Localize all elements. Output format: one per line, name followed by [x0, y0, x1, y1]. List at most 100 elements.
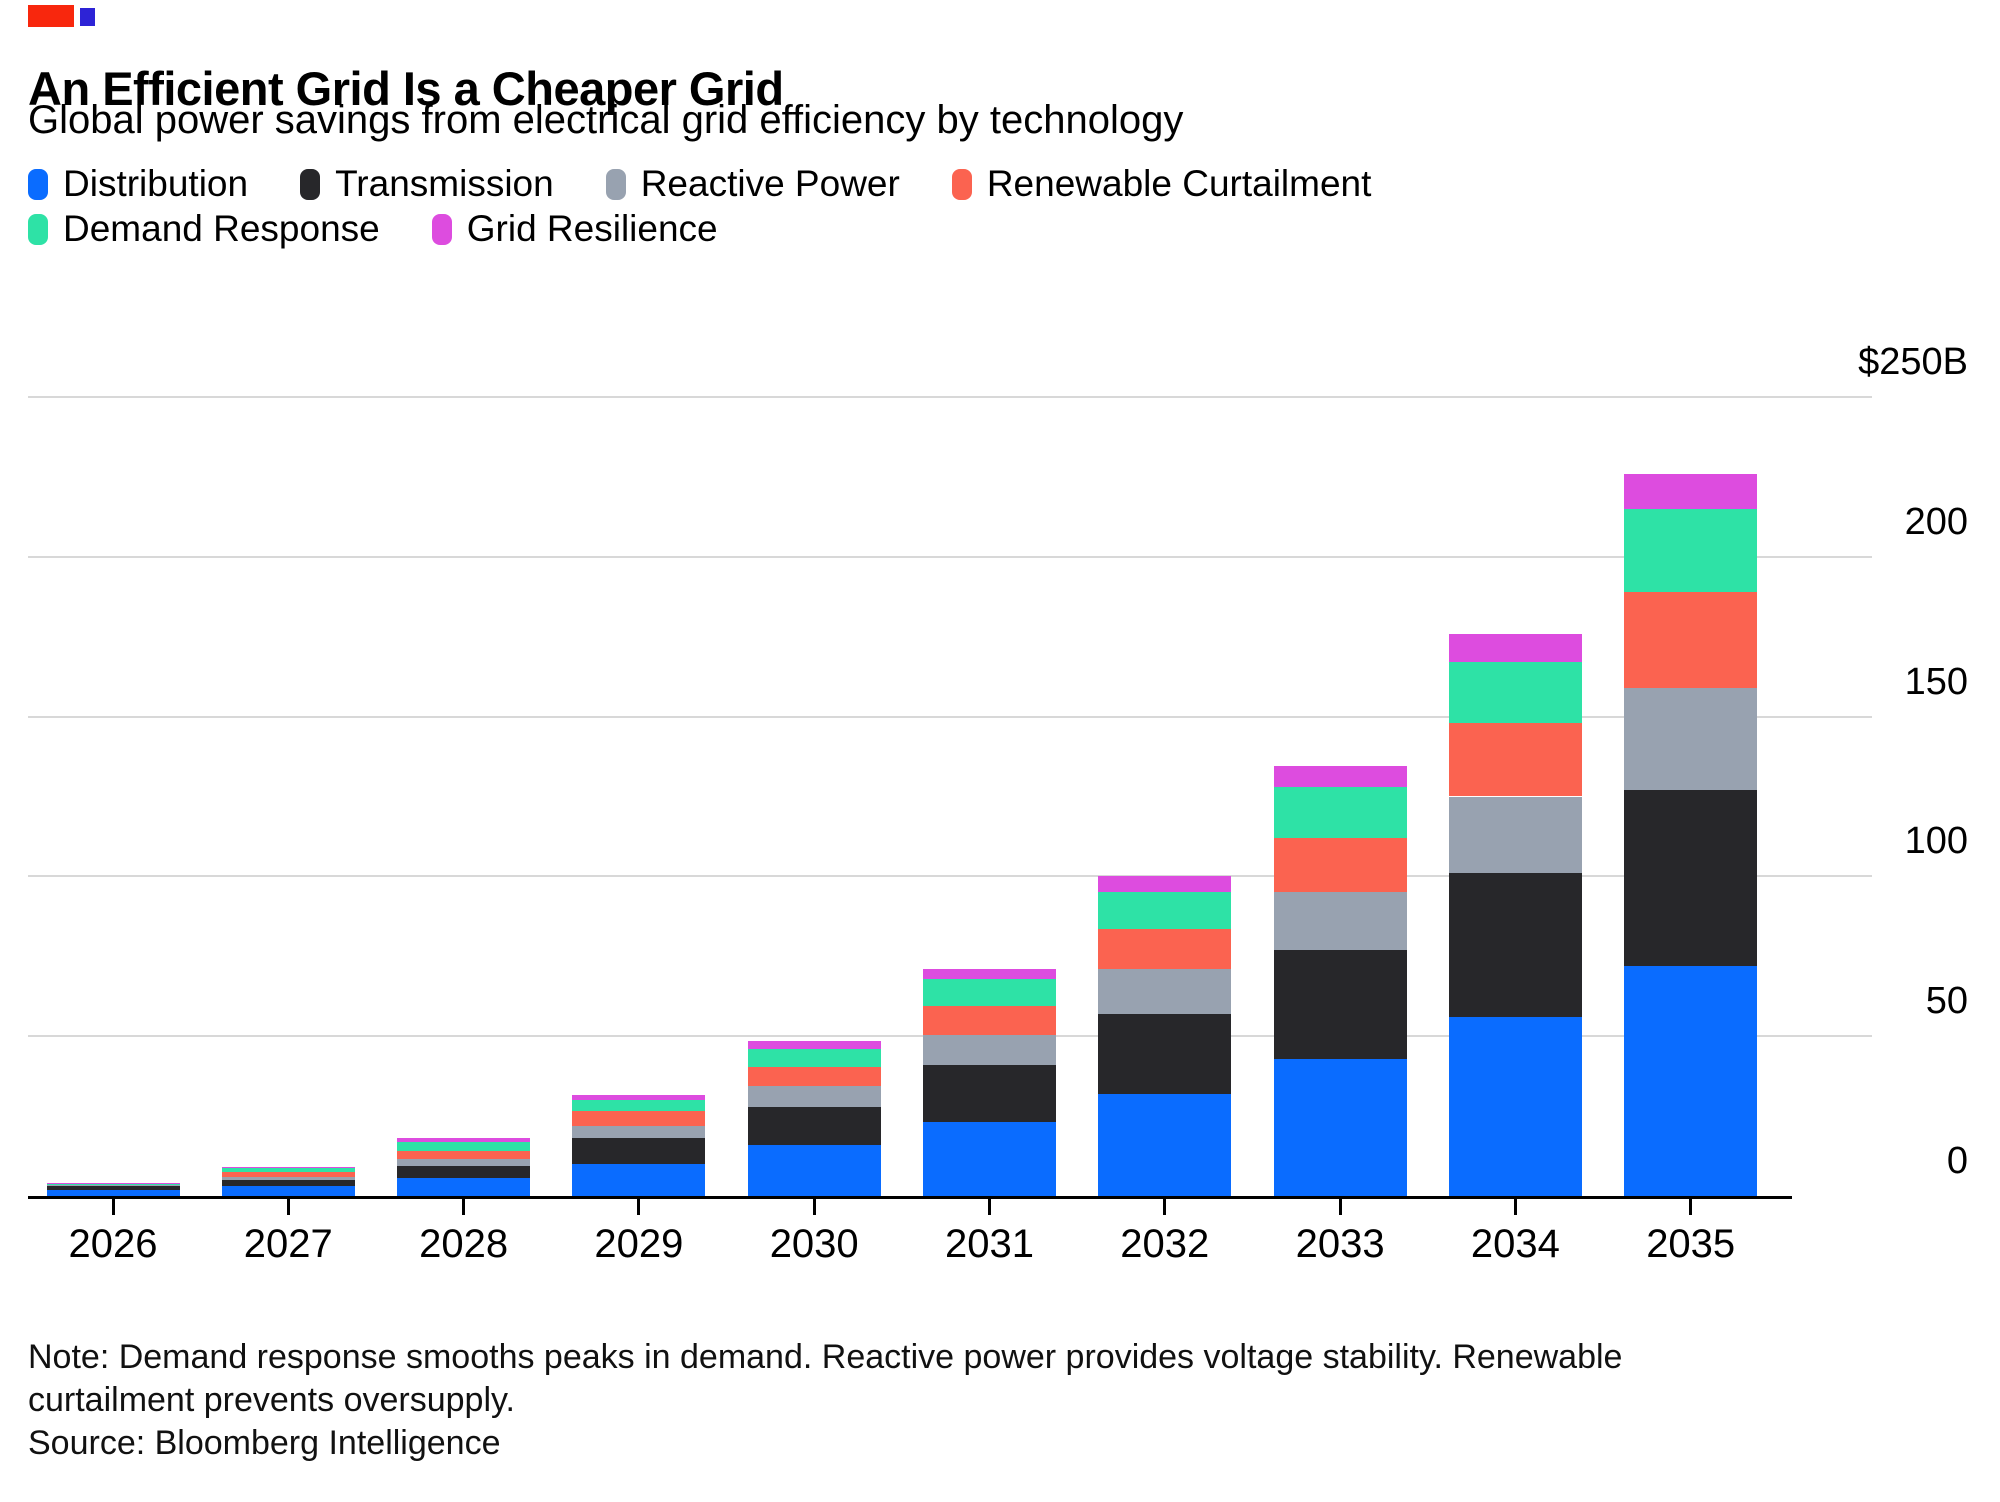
x-axis-label-2033: 2033: [1295, 1222, 1385, 1266]
x-axis-label-2031: 2031: [945, 1222, 1034, 1266]
chart-subtitle: Global power savings from electrical gri…: [28, 98, 1184, 142]
x-axis-label-2034: 2034: [1470, 1222, 1560, 1266]
legend-swatch-icon: [951, 168, 972, 200]
bar-segment-2027-renewable-curtailment: [221, 1172, 355, 1177]
legend-item-reactive-power: Reactive Power: [605, 163, 900, 205]
gridline-200: [28, 555, 1872, 558]
bar-segment-2035-reactive-power: [1624, 687, 1758, 791]
bar-segment-2033-transmission: [1273, 949, 1407, 1059]
legend-row-2: Demand Response Grid Resilience: [28, 207, 1423, 251]
bar-segment-2034-grid-resilience: [1448, 633, 1582, 663]
bar-segment-2032-transmission: [1098, 1013, 1232, 1094]
legend-item-grid-resilience: Grid Resilience: [431, 208, 718, 250]
bar-segment-2030-transmission: [747, 1106, 881, 1145]
bar-segment-2029-transmission: [572, 1138, 706, 1165]
y-axis-label-150: 150: [1904, 660, 1968, 703]
bar-segment-2029-renewable-curtailment: [572, 1111, 706, 1126]
bar-segment-2031-demand-response: [923, 978, 1056, 1006]
bar-segment-2028-transmission: [397, 1165, 531, 1179]
legend-swatch-icon: [431, 213, 452, 245]
chart-title: An Efficient Grid Is a Cheaper Grid: [28, 62, 784, 116]
legend-swatch-icon: [28, 213, 48, 245]
bar-segment-2035-distribution: [1624, 965, 1758, 1196]
legend-swatch-icon: [605, 168, 626, 200]
bar-segment-2030-grid-resilience: [747, 1040, 881, 1049]
bar-segment-2031-reactive-power: [923, 1034, 1056, 1065]
legend: Distribution Transmission Reactive Power Re…: [28, 162, 1423, 252]
gridline-100: [28, 875, 1872, 878]
y-axis-label-200: 200: [1904, 500, 1968, 543]
bar-segment-2032-distribution: [1098, 1093, 1232, 1196]
bar-segment-2028-demand-response: [397, 1141, 531, 1152]
bar-segment-2027-demand-response: [221, 1168, 355, 1173]
bar-segment-2032-grid-resilience: [1098, 876, 1232, 893]
x-axis-label-2035: 2035: [1646, 1222, 1736, 1266]
bar-segment-2026-grid-resilience: [46, 1183, 180, 1185]
note-line-1: Note: Demand response smooths peaks in d…: [28, 1338, 1623, 1376]
bar-segment-2034-renewable-curtailment: [1448, 722, 1582, 797]
x-axis-tick-2032: [1163, 1199, 1167, 1215]
legend-label: Distribution: [63, 163, 249, 204]
bar-segment-2033-reactive-power: [1273, 892, 1407, 950]
y-axis-label-250: $250B: [1858, 341, 1968, 383]
bar-segment-2026-distribution: [46, 1189, 180, 1196]
bar-segment-2027-transmission: [221, 1180, 355, 1187]
bar-segment-2035-demand-response: [1624, 508, 1758, 592]
x-axis-tick-2027: [286, 1199, 290, 1215]
x-axis-label-2030: 2030: [769, 1222, 859, 1266]
footer: Note: Demand response smooths peaks in d…: [28, 1336, 1622, 1465]
legend-label: Reactive Power: [640, 163, 900, 204]
bar-segment-2029-distribution: [572, 1164, 706, 1196]
x-axis-label-2027: 2027: [243, 1222, 333, 1266]
bar-segment-2028-grid-resilience: [397, 1138, 531, 1142]
x-axis-tick-2035: [1689, 1199, 1693, 1215]
bar-segment-2033-demand-response: [1273, 786, 1407, 839]
x-axis-label-2032: 2032: [1120, 1222, 1210, 1266]
logo-blue-fragment: [80, 8, 95, 26]
bar-segment-2033-distribution: [1273, 1058, 1407, 1196]
bar-segment-2034-demand-response: [1448, 662, 1582, 723]
bar-segment-2027-grid-resilience: [221, 1167, 355, 1169]
bar-segment-2035-renewable-curtailment: [1624, 591, 1758, 688]
legend-item-renewable-curtailment: Renewable Curtailment: [951, 163, 1372, 205]
bar-segment-2029-reactive-power: [572, 1125, 706, 1139]
note-line-2: curtailment prevents oversupply.: [28, 1381, 515, 1419]
legend-swatch-icon: [28, 168, 48, 200]
bar-segment-2030-reactive-power: [747, 1085, 881, 1107]
x-axis-tick-2030: [812, 1199, 816, 1215]
bar-segment-2028-renewable-curtailment: [397, 1151, 531, 1160]
legend-swatch-icon: [300, 168, 321, 200]
y-axis-label-100: 100: [1904, 820, 1968, 863]
x-axis-tick-2031: [988, 1199, 991, 1215]
legend-label: Demand Response: [63, 208, 380, 249]
legend-row-1: Distribution Transmission Reactive Power Re…: [28, 162, 1423, 206]
bar-segment-2027-distribution: [221, 1186, 355, 1196]
bar-segment-2029-demand-response: [572, 1100, 706, 1112]
legend-label: Grid Resilience: [466, 208, 718, 249]
source-line: Source: Bloomberg Intelligence: [28, 1424, 501, 1462]
legend-item-demand-response: Demand Response: [28, 208, 380, 250]
bar-segment-2031-grid-resilience: [923, 969, 1056, 979]
bar-segment-2030-distribution: [747, 1144, 881, 1196]
bar-segment-2034-distribution: [1448, 1017, 1582, 1196]
legend-label: Renewable Curtailment: [986, 163, 1372, 204]
bar-segment-2030-demand-response: [747, 1048, 881, 1067]
legend-item-transmission: Transmission: [300, 163, 554, 205]
bar-segment-2034-transmission: [1448, 873, 1582, 1018]
bar-segment-2032-demand-response: [1098, 892, 1232, 930]
bar-segment-2026-reactive-power: [46, 1184, 180, 1187]
bar-segment-2031-distribution: [923, 1122, 1056, 1196]
x-axis-tick-2034: [1513, 1199, 1517, 1215]
legend-label: Transmission: [335, 163, 554, 204]
gridline-250: [28, 396, 1872, 398]
bar-segment-2026-transmission: [46, 1186, 180, 1190]
y-axis-label-50: 50: [1925, 980, 1968, 1023]
x-axis-tick-2028: [462, 1199, 466, 1215]
bar-segment-2035-transmission: [1624, 790, 1758, 966]
gridline-150: [28, 715, 1872, 718]
bar-segment-2031-transmission: [923, 1064, 1056, 1123]
x-axis-tick-2026: [111, 1199, 115, 1215]
bar-segment-2032-reactive-power: [1098, 969, 1232, 1014]
x-axis-label-2028: 2028: [419, 1222, 509, 1266]
